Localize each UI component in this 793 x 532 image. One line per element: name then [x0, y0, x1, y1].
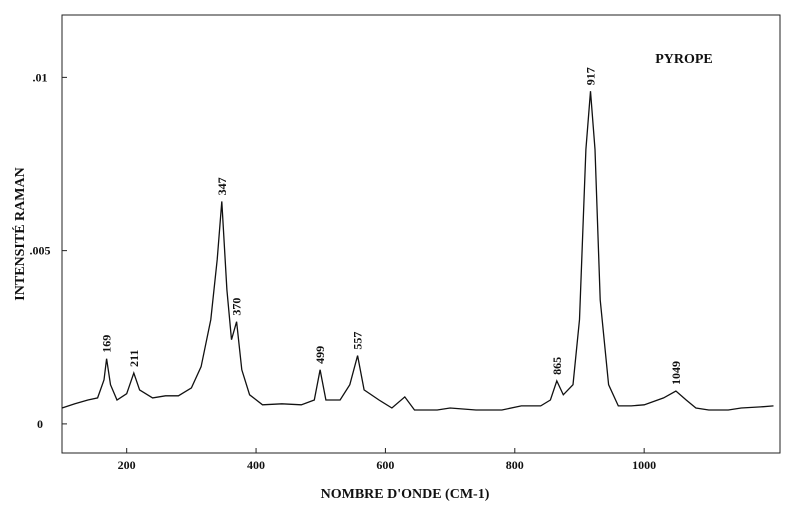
y-tick-label: 0 [37, 417, 43, 431]
x-tick-label: 400 [247, 458, 265, 472]
x-tick-label: 1000 [632, 458, 656, 472]
chart-title: PYROPE [655, 52, 713, 67]
peak-label: 347 [215, 177, 229, 195]
peak-label: 211 [127, 350, 141, 367]
plot-frame [61, 14, 781, 454]
peak-label: 1049 [669, 361, 683, 385]
peak-label: 557 [351, 332, 365, 350]
spectrum-line [61, 91, 774, 411]
peak-label: 865 [550, 357, 564, 375]
y-tick-label: .005 [30, 244, 51, 258]
y-axis-title: INTENSITÉ RAMAN [11, 167, 28, 300]
x-axis-title: NOMBRE D'ONDE (CM-1) [321, 487, 490, 502]
x-tick-label: 800 [506, 458, 524, 472]
peak-label: 917 [583, 67, 597, 85]
peak-label: 370 [230, 298, 244, 316]
x-tick-label: 600 [376, 458, 394, 472]
peak-label: 169 [100, 335, 114, 353]
x-tick-label: 200 [118, 458, 136, 472]
y-tick-label: .01 [33, 70, 48, 84]
peak-label: 499 [313, 346, 327, 364]
